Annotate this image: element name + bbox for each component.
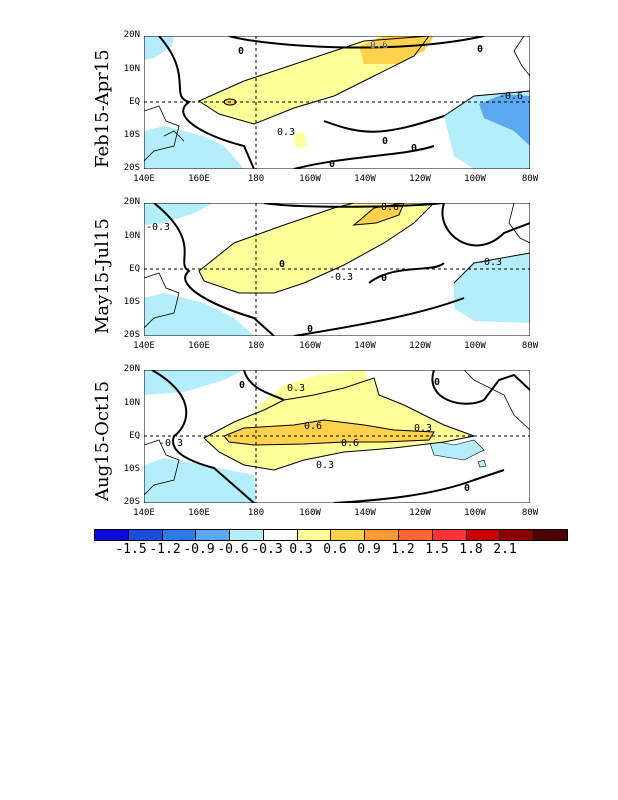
- contour-label: 0: [477, 44, 483, 55]
- colorbar-cell: [128, 529, 163, 541]
- lat-tick: 20N: [123, 30, 140, 40]
- contour-label: 0.6: [370, 40, 388, 51]
- colorbar-label: -0.6: [217, 542, 249, 557]
- lon-tick: 100W: [464, 174, 486, 184]
- contour-label: -0.3: [478, 257, 502, 268]
- lon-tick: 180: [247, 508, 265, 518]
- colorbar-label: 1.8: [459, 542, 483, 557]
- lon-tick: 80W: [521, 341, 539, 351]
- colorbar-label: 1.5: [425, 542, 449, 557]
- map-svg-2: 0.6 -0.3 -0.3 -0.3 0 0 0: [144, 203, 530, 336]
- lon-tick: 160W: [299, 508, 321, 518]
- colorbar: [94, 529, 568, 541]
- lat-tick: 10N: [123, 231, 140, 241]
- contour-label: 0: [279, 259, 285, 270]
- lon-tick: 140E: [133, 508, 155, 518]
- map-svg-1: 0.6 -0.6 0.3 0 0 0 0 0: [144, 36, 530, 169]
- contour-label: 0.6: [381, 203, 399, 213]
- lon-tick: 80W: [521, 174, 539, 184]
- map-svg-3: 0.3 0.6 0.6 0.3 -0.3 0.3 0 0 0: [144, 370, 530, 503]
- colorbar-label: 0.3: [289, 542, 313, 557]
- lon-tick: 100W: [464, 341, 486, 351]
- colorbar-label: 0.9: [357, 542, 381, 557]
- lat-tick: 20S: [123, 497, 140, 507]
- map-panel-1: 0.6 -0.6 0.3 0 0 0 0 0: [144, 36, 530, 169]
- lat-tick: 20N: [123, 197, 140, 207]
- lon-tick: 160E: [188, 508, 210, 518]
- lon-tick: 160W: [299, 341, 321, 351]
- colorbar-label: -0.3: [251, 542, 283, 557]
- lon-tick: 140E: [133, 174, 155, 184]
- colorbar-cell: [230, 529, 264, 541]
- lon-tick: 140W: [354, 174, 376, 184]
- lat-tick: 20S: [123, 330, 140, 340]
- lon-tick: 140W: [354, 508, 376, 518]
- colorbar-cell: [263, 529, 298, 541]
- colorbar-cell: [94, 529, 129, 541]
- contour-label: -0.3: [329, 272, 353, 283]
- contour-label: 0: [382, 136, 388, 147]
- lat-tick: 10S: [123, 130, 140, 140]
- lat-tick: EQ: [129, 431, 140, 441]
- contour-label: 0.3: [287, 383, 305, 394]
- lon-tick: 180: [247, 341, 265, 351]
- lat-tick: 10S: [123, 464, 140, 474]
- lon-tick: 100W: [464, 508, 486, 518]
- contour-label: 0.6: [341, 438, 359, 449]
- colorbar-cell: [432, 529, 467, 541]
- lat-tick: 20N: [123, 364, 140, 374]
- contour-label: 0.3: [316, 460, 334, 471]
- colorbar-label: -1.5: [115, 542, 147, 557]
- contour-label: 0.3: [414, 423, 432, 434]
- map-panel-2: 0.6 -0.3 -0.3 -0.3 0 0 0: [144, 203, 530, 336]
- colorbar-cell: [331, 529, 366, 541]
- lon-tick: 180: [247, 174, 265, 184]
- lat-tick: EQ: [129, 97, 140, 107]
- colorbar-label: 0.6: [323, 542, 347, 557]
- lat-tick: 10N: [123, 398, 140, 408]
- contour-label: -0.3: [159, 438, 183, 449]
- lon-tick: 120W: [409, 341, 431, 351]
- lon-tick: 140E: [133, 341, 155, 351]
- contour-label: 0: [411, 143, 417, 154]
- contour-label: 0: [238, 46, 244, 57]
- colorbar-cell: [399, 529, 433, 541]
- contour-label: 0.6: [304, 421, 322, 432]
- colorbar-cell: [500, 529, 535, 541]
- lon-tick: 140W: [354, 341, 376, 351]
- contour-label: 0: [329, 159, 335, 169]
- lon-tick: 160E: [188, 174, 210, 184]
- lat-tick: 20S: [123, 163, 140, 173]
- colorbar-label: -1.2: [149, 542, 181, 557]
- colorbar-label: -0.9: [183, 542, 215, 557]
- contour-label: 0: [464, 483, 470, 494]
- colorbar-cell: [162, 529, 197, 541]
- lon-tick: 160E: [188, 341, 210, 351]
- map-panel-3: 0.3 0.6 0.6 0.3 -0.3 0.3 0 0 0: [144, 370, 530, 503]
- lat-tick: 10S: [123, 297, 140, 307]
- contour-label: 0: [307, 324, 313, 335]
- colorbar-cell: [297, 529, 332, 541]
- colorbar-cell: [466, 529, 501, 541]
- colorbar-cell: [365, 529, 400, 541]
- contour-label: 0: [381, 273, 387, 284]
- contour-label: 0.3: [277, 127, 295, 138]
- lat-tick: EQ: [129, 264, 140, 274]
- lon-tick: 80W: [521, 508, 539, 518]
- colorbar-label: 2.1: [493, 542, 517, 557]
- lat-tick: 10N: [123, 64, 140, 74]
- contour-label: 0: [239, 380, 245, 391]
- colorbar-cell: [534, 529, 568, 541]
- contour-label: -0.6: [499, 91, 523, 102]
- lon-tick: 120W: [409, 508, 431, 518]
- colorbar-label: 1.2: [391, 542, 415, 557]
- lon-tick: 120W: [409, 174, 431, 184]
- contour-label: 0: [434, 377, 440, 388]
- contour-label: -0.3: [146, 222, 170, 233]
- lon-tick: 160W: [299, 174, 321, 184]
- colorbar-cell: [196, 529, 231, 541]
